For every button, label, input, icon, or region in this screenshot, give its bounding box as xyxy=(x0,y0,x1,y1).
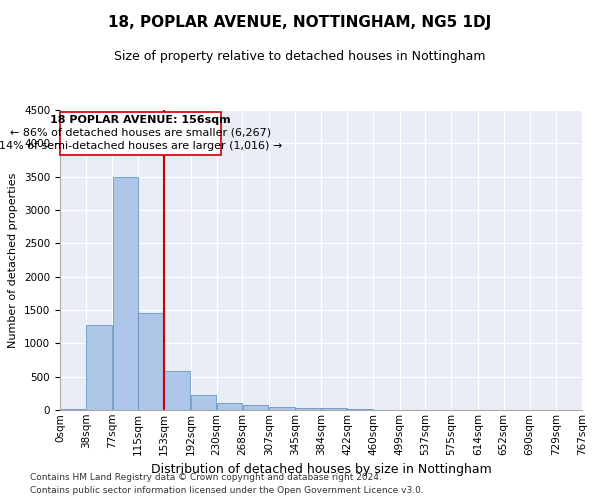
Bar xyxy=(139,314,164,410)
Bar xyxy=(322,408,347,410)
Y-axis label: Number of detached properties: Number of detached properties xyxy=(8,172,19,348)
Bar xyxy=(295,408,320,410)
Bar xyxy=(242,404,268,410)
Text: Contains HM Land Registry data © Crown copyright and database right 2024.: Contains HM Land Registry data © Crown c… xyxy=(30,474,382,482)
FancyBboxPatch shape xyxy=(60,112,221,156)
Text: 18 POPLAR AVENUE: 156sqm: 18 POPLAR AVENUE: 156sqm xyxy=(50,115,231,125)
Text: 14% of semi-detached houses are larger (1,016) →: 14% of semi-detached houses are larger (… xyxy=(0,141,282,151)
Bar xyxy=(269,406,295,410)
Text: ← 86% of detached houses are smaller (6,267): ← 86% of detached houses are smaller (6,… xyxy=(10,128,271,138)
Bar xyxy=(217,402,242,410)
X-axis label: Distribution of detached houses by size in Nottingham: Distribution of detached houses by size … xyxy=(151,463,491,476)
Bar xyxy=(86,326,112,410)
Text: 18, POPLAR AVENUE, NOTTINGHAM, NG5 1DJ: 18, POPLAR AVENUE, NOTTINGHAM, NG5 1DJ xyxy=(109,15,491,30)
Bar xyxy=(191,394,217,410)
Bar xyxy=(60,408,86,410)
Text: Contains public sector information licensed under the Open Government Licence v3: Contains public sector information licen… xyxy=(30,486,424,495)
Text: Size of property relative to detached houses in Nottingham: Size of property relative to detached ho… xyxy=(114,50,486,63)
Bar xyxy=(164,372,190,410)
Bar xyxy=(113,176,138,410)
